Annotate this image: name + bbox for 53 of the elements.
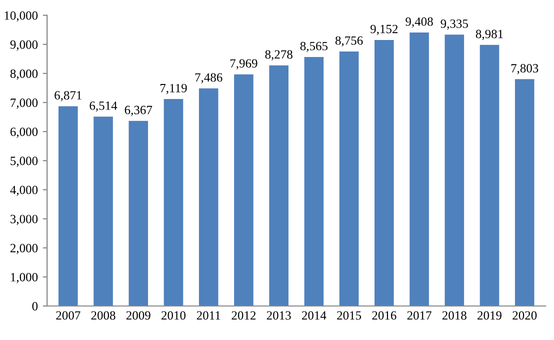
bar <box>198 88 218 306</box>
y-tick-label: 2,000 <box>10 244 38 254</box>
x-tick-label: 2015 <box>337 311 362 320</box>
data-label: 6,871 <box>54 91 82 102</box>
x-tick-label: 2010 <box>162 311 186 320</box>
data-label: 8,981 <box>476 30 503 40</box>
x-tick-label: 2009 <box>126 311 150 320</box>
data-label: 6,514 <box>90 102 118 112</box>
x-tick-label: 2020 <box>512 311 537 320</box>
bar <box>304 57 324 306</box>
x-tick-label: 2019 <box>478 311 502 320</box>
y-tick-label: 5,000 <box>10 156 38 167</box>
bar <box>94 116 113 306</box>
y-tick-label: 0 <box>32 302 38 310</box>
data-label: 7,119 <box>160 84 187 94</box>
bar <box>410 32 429 306</box>
x-tick-label: 2012 <box>232 311 256 320</box>
data-label: 8,756 <box>335 36 363 47</box>
bar <box>374 40 394 306</box>
x-tick-label: 2007 <box>56 311 80 320</box>
x-tick-label: 2016 <box>372 311 396 320</box>
x-tick-label: 2011 <box>196 311 220 320</box>
data-label: 7,969 <box>230 59 258 70</box>
data-label: 9,335 <box>440 20 468 30</box>
y-tick-label: 1,000 <box>11 272 38 284</box>
y-tick-label: 6,000 <box>10 128 38 138</box>
x-tick-label: 2008 <box>91 311 116 320</box>
data-label: 8,565 <box>300 42 328 52</box>
bar <box>234 74 254 306</box>
y-tick-label: 3,000 <box>10 214 38 226</box>
x-tick-label: 2017 <box>407 311 432 320</box>
bar <box>514 79 534 306</box>
bar <box>269 65 288 306</box>
bar <box>444 34 464 306</box>
data-label: 9,408 <box>406 17 433 28</box>
x-tick-label: 2013 <box>266 311 291 320</box>
y-tick-label: 9,000 <box>10 40 38 51</box>
data-label: 7,803 <box>511 64 538 74</box>
x-tick-label: 2018 <box>442 311 466 320</box>
data-label: 6,367 <box>124 106 152 116</box>
bar <box>128 120 148 306</box>
bar <box>339 51 359 306</box>
data-label: 8,278 <box>265 50 292 60</box>
y-tick-label: 10,000 <box>4 11 38 22</box>
bar <box>164 99 184 306</box>
data-label: 9,152 <box>370 24 398 36</box>
bar <box>58 106 78 306</box>
bar <box>480 44 500 306</box>
y-tick-label: 4,000 <box>10 186 38 196</box>
y-tick-label: 7,000 <box>10 98 38 109</box>
y-tick-label: 8,000 <box>10 69 38 80</box>
x-tick-label: 2014 <box>302 311 326 320</box>
data-label: 7,486 <box>195 73 222 84</box>
